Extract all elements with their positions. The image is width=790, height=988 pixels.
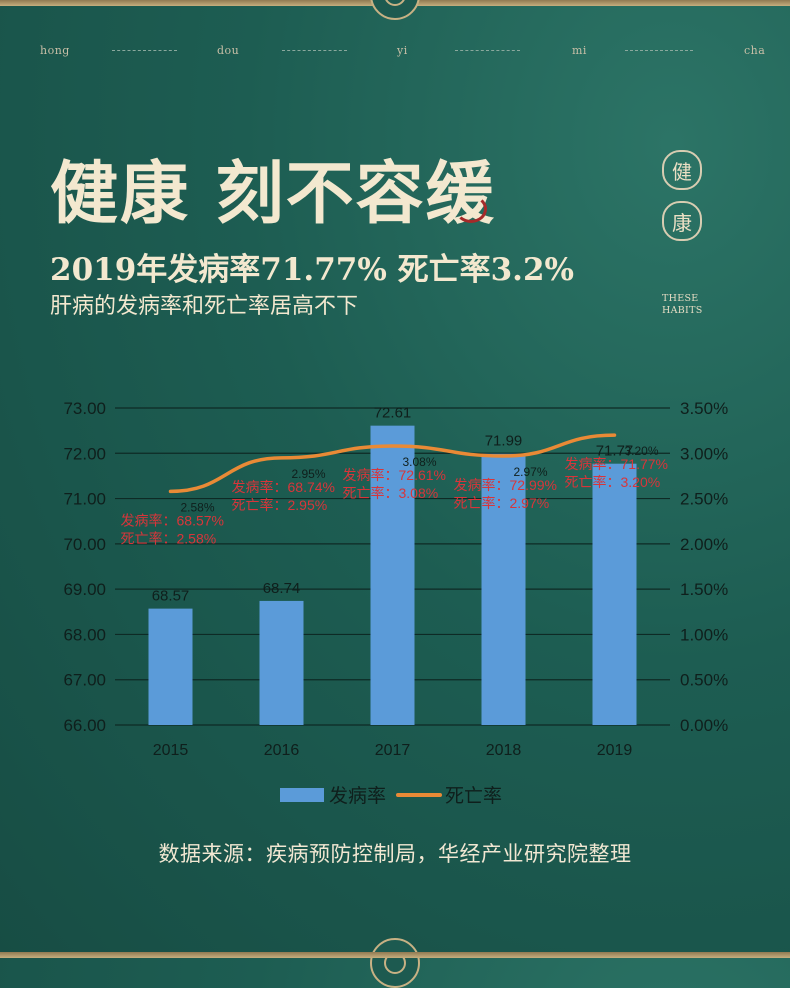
- bar: [259, 600, 304, 725]
- bar-value-label: 71.99: [485, 433, 523, 450]
- tooltip-annotation-line2: 死亡率：3.08%: [343, 485, 439, 501]
- y-right-tick-label: 1.00%: [680, 625, 728, 644]
- line-value-label: 2.95%: [292, 467, 326, 481]
- habits-badge: THESE HABITS: [662, 293, 703, 317]
- tooltip-annotation-line2: 死亡率：2.95%: [232, 497, 328, 513]
- tooltip-annotation-line1: 发病率：72.99%: [454, 477, 557, 493]
- habits-line-2: HABITS: [662, 305, 703, 316]
- pinyin-3: yi: [397, 44, 408, 57]
- pinyin-4: mi: [572, 44, 587, 57]
- y-left-tick-label: 69.00: [63, 580, 106, 599]
- y-left-tick-label: 68.00: [63, 625, 106, 644]
- tooltip-annotation-line2: 死亡率：2.58%: [121, 530, 217, 546]
- bottom-border: [0, 952, 790, 958]
- bar: [592, 463, 637, 725]
- x-tick-label: 2018: [486, 742, 522, 759]
- legend-label-line: 死亡率: [445, 785, 502, 807]
- line-value-label: 3.20%: [625, 444, 659, 458]
- seal-icon-kang: 康: [662, 201, 702, 241]
- y-right-tick-label: 3.50%: [680, 399, 728, 418]
- combo-chart: 66.00 67.00 68.00 69.00 70.00 71.00 72.00 73.00…: [63, 399, 728, 807]
- bar: [370, 425, 415, 725]
- divider: [455, 50, 520, 51]
- bar: [481, 453, 526, 725]
- y-left-tick-label: 73.00: [63, 399, 106, 418]
- y-right-tick-label: 3.00%: [680, 444, 728, 463]
- tooltip-annotation-line2: 死亡率：3.20%: [565, 474, 661, 490]
- seal-icon-jian: 健: [662, 150, 702, 190]
- y-right-tick-label: 2.00%: [680, 535, 728, 554]
- y-left-tick-label: 72.00: [63, 444, 106, 463]
- pinyin-2: dou: [217, 44, 240, 57]
- bar-value-label: 68.57: [152, 588, 190, 605]
- red-swirl-icon: [455, 195, 487, 223]
- legend-swatch-bar: [280, 788, 324, 802]
- bar-value-label: 72.61: [374, 405, 412, 422]
- yin-yang-icon-bottom: [370, 938, 420, 988]
- headline-stats: 2019年发病率71.77% 死亡率3.2%: [50, 252, 574, 288]
- y-left-tick-label: 70.00: [63, 535, 106, 554]
- bar-value-label: 71.77: [596, 443, 634, 460]
- x-tick-label: 2016: [264, 742, 300, 759]
- tooltip-annotation-line1: 发病率：68.74%: [232, 479, 335, 495]
- line-value-label: 2.58%: [181, 500, 215, 514]
- headline-caption: 肝病的发病率和死亡率居高不下: [50, 294, 359, 319]
- series-line: [168, 433, 617, 494]
- y-left-tick-label: 67.00: [63, 671, 106, 690]
- bar: [148, 608, 193, 725]
- tooltip-annotation-line2: 死亡率：2.97%: [454, 495, 550, 511]
- y-right-tick-label: 1.50%: [680, 580, 728, 599]
- page-title: 健康 刻不容缓: [50, 154, 496, 234]
- pinyin-1: hong: [40, 44, 70, 57]
- x-tick-label: 2017: [375, 742, 411, 759]
- y-left-tick-label: 71.00: [63, 490, 106, 509]
- x-tick-label: 2015: [153, 742, 189, 759]
- y-right-tick-label: 2.50%: [680, 490, 728, 509]
- y-left-tick-label: 66.00: [63, 716, 106, 735]
- yin-yang-icon-top: [370, 0, 420, 20]
- tooltip-annotation-line1: 发病率：72.61%: [343, 467, 446, 483]
- y-right-tick-label: 0.50%: [680, 671, 728, 690]
- x-tick-label: 2019: [597, 742, 633, 759]
- divider: [112, 50, 177, 51]
- habits-line-1: THESE: [662, 293, 699, 304]
- line-value-label: 3.08%: [403, 455, 437, 469]
- tooltip-annotation-line1: 发病率：71.77%: [565, 456, 668, 472]
- data-source: 数据来源：疾病预防控制局，华经产业研究院整理: [158, 843, 632, 866]
- tooltip-annotation-line1: 发病率：68.57%: [121, 512, 224, 528]
- bar-value-label: 68.74: [263, 580, 301, 597]
- divider: [282, 50, 347, 51]
- y-right-tick-label: 0.00%: [680, 716, 728, 735]
- legend-label-bar: 发病率: [329, 785, 386, 807]
- pinyin-5: cha: [744, 44, 766, 57]
- line-value-label: 2.97%: [514, 465, 548, 479]
- divider: [625, 50, 693, 51]
